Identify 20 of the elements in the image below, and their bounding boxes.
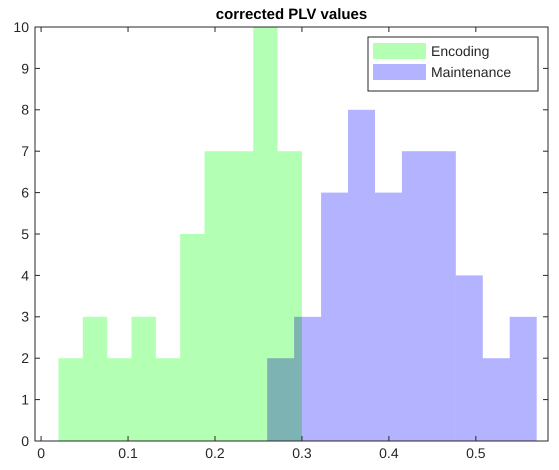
y-tick-label: 8 [21, 102, 30, 118]
legend-label: Maintenance [431, 64, 512, 80]
y-tick-label: 1 [21, 392, 30, 408]
chart-title: corrected PLV values [216, 6, 368, 23]
x-tick-label: 0.5 [466, 445, 486, 461]
x-tick-label: 0.2 [205, 445, 225, 461]
y-tick-label: 2 [21, 350, 30, 366]
y-tick-label: 3 [21, 308, 30, 325]
y-tick-label: 0 [21, 432, 30, 449]
x-tick-label: 0.1 [118, 445, 138, 461]
x-tick-label: 0 [37, 445, 46, 461]
x-tick-label: 0.3 [292, 445, 312, 461]
y-tick-label: 10 [13, 18, 30, 35]
y-tick-label: 4 [21, 267, 30, 284]
x-tick-label: 0.4 [379, 445, 399, 461]
y-tick-label: 5 [21, 226, 30, 242]
y-tick-label: 6 [21, 184, 30, 200]
legend-label: Encoding [431, 42, 490, 59]
y-tick-label: 9 [21, 60, 30, 76]
y-tick-label: 7 [21, 143, 30, 160]
